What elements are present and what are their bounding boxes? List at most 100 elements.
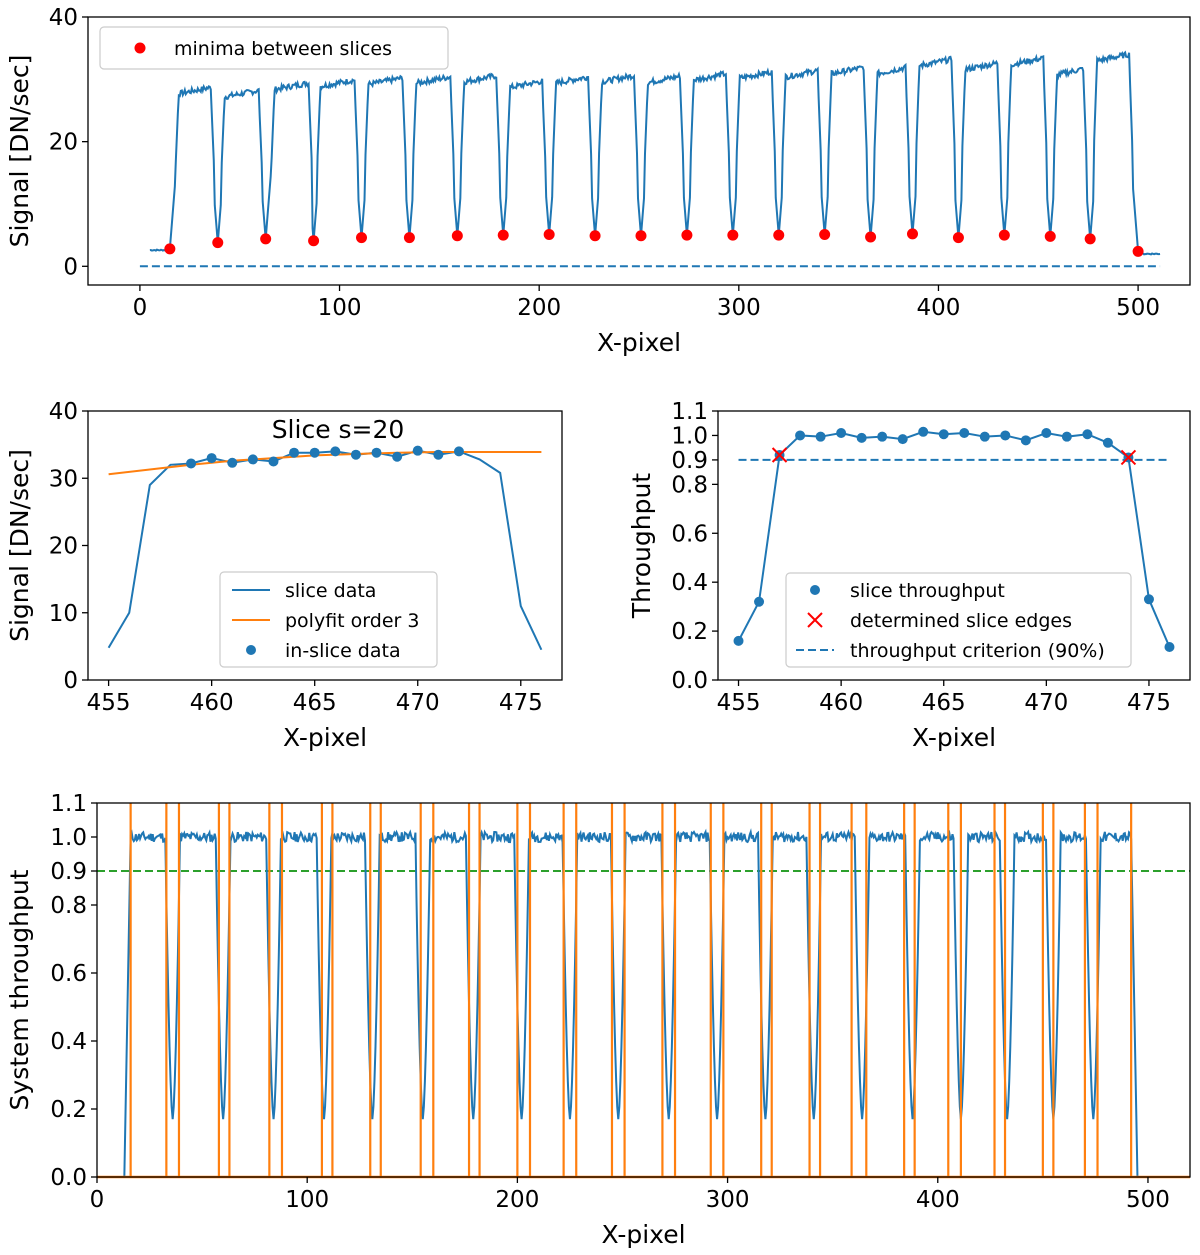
y-tick-label: 0.4 bbox=[671, 570, 708, 596]
y-axis-label: System throughput bbox=[5, 869, 34, 1110]
x-tick-label: 0 bbox=[90, 1187, 105, 1213]
legend-marker-edges bbox=[807, 612, 823, 628]
throughput-point bbox=[1000, 430, 1011, 441]
legend-label-throughput: slice throughput bbox=[850, 580, 1005, 602]
x-axis-label: X-pixel bbox=[912, 723, 996, 752]
in-slice-point bbox=[289, 447, 300, 458]
x-axis-label: X-pixel bbox=[601, 1220, 685, 1249]
minimum-point bbox=[1044, 230, 1056, 242]
y-tick-label: 0.6 bbox=[50, 961, 87, 987]
minimum-point bbox=[635, 230, 647, 242]
y-tick-label: 0.8 bbox=[671, 472, 708, 498]
x-tick-label: 100 bbox=[318, 295, 362, 321]
minimum-point bbox=[773, 229, 785, 241]
y-axis-label: Throughput bbox=[627, 473, 656, 619]
legend-frame bbox=[219, 571, 438, 668]
minimum-point bbox=[819, 229, 831, 241]
x-tick-label: 300 bbox=[706, 1187, 750, 1213]
x-tick-label: 0 bbox=[133, 295, 148, 321]
panel-system-throughput: 0 100 200 300 400 500 0.0 0.2 0.4 0.6 0.8 0.9 1.0 1.1… bbox=[5, 791, 1191, 1249]
y-tick-label: 0.4 bbox=[50, 1029, 87, 1055]
y-tick-label: 40 bbox=[49, 5, 78, 31]
minimum-point bbox=[907, 228, 919, 240]
x-tick-label: 455 bbox=[717, 690, 761, 716]
y-tick-label: 1.0 bbox=[671, 423, 708, 449]
throughput-point bbox=[1102, 437, 1113, 448]
minimum-point bbox=[164, 243, 176, 255]
y-tick-label: 1.1 bbox=[50, 791, 87, 817]
y-tick-label: 0.2 bbox=[671, 619, 708, 645]
legend-label-minima: minima between slices bbox=[174, 38, 392, 60]
legend-label-criterion: throughput criterion (90%) bbox=[850, 640, 1105, 662]
in-slice-point bbox=[453, 446, 464, 457]
panel-slice-signal: Slice s=20 455 460 465 470 475 0 10 20 30 40 X-pixe… bbox=[5, 399, 563, 752]
system-throughput-line bbox=[97, 828, 1190, 1177]
panel-top-signal: 0 100 200 300 400 500 0 20 40 X-pixel Signal [DN/s… bbox=[5, 5, 1191, 357]
in-slice-point bbox=[330, 446, 341, 457]
minimum-point bbox=[451, 230, 463, 242]
legend-marker-throughput bbox=[810, 585, 820, 595]
axes-frame bbox=[87, 16, 1191, 286]
in-slice-point bbox=[227, 457, 238, 468]
legend-frame bbox=[785, 572, 1132, 668]
legend-label-slice-data: slice data bbox=[285, 580, 376, 602]
x-tick-label: 475 bbox=[1127, 690, 1171, 716]
throughput-point bbox=[733, 635, 744, 646]
throughput-point bbox=[815, 431, 826, 442]
y-axis-label: Signal [DN/sec] bbox=[5, 55, 34, 248]
throughput-point bbox=[836, 428, 847, 439]
in-slice-point bbox=[247, 454, 258, 465]
signal-series-line bbox=[149, 50, 1161, 256]
minimum-point bbox=[681, 229, 693, 241]
axes-frame bbox=[87, 410, 563, 681]
y-tick-label: 0.0 bbox=[50, 1165, 87, 1191]
axes-frame bbox=[96, 802, 1191, 1178]
throughput-point bbox=[979, 431, 990, 442]
x-tick-label: 455 bbox=[87, 690, 131, 716]
in-slice-point bbox=[371, 447, 382, 458]
minimum-point bbox=[212, 237, 224, 249]
x-tick-label: 460 bbox=[190, 690, 234, 716]
x-tick-label: 100 bbox=[285, 1187, 329, 1213]
y-axis-label: Signal [DN/sec] bbox=[5, 449, 34, 642]
minimum-point bbox=[497, 229, 509, 241]
x-tick-label: 500 bbox=[1116, 295, 1160, 321]
x-axis-label: X-pixel bbox=[597, 328, 681, 357]
minimum-point bbox=[403, 232, 415, 244]
legend-label-polyfit: polyfit order 3 bbox=[285, 610, 419, 632]
in-slice-point bbox=[392, 451, 403, 462]
minimum-point bbox=[543, 229, 555, 241]
x-tick-label: 300 bbox=[717, 295, 761, 321]
minimum-point bbox=[865, 231, 877, 243]
in-slice-point bbox=[206, 453, 217, 464]
in-slice-point bbox=[268, 456, 279, 467]
x-tick-label: 200 bbox=[517, 295, 561, 321]
y-tick-label: 0.6 bbox=[671, 521, 708, 547]
x-tick-label: 200 bbox=[495, 1187, 539, 1213]
x-tick-label: 470 bbox=[396, 690, 440, 716]
in-slice-point bbox=[350, 449, 361, 460]
y-tick-label: 30 bbox=[49, 466, 78, 492]
minimum-point bbox=[356, 232, 368, 244]
y-tick-label: 20 bbox=[49, 130, 78, 156]
y-tick-label: 0.2 bbox=[50, 1097, 87, 1123]
throughput-point bbox=[754, 596, 765, 607]
slice-data-line bbox=[107, 449, 543, 651]
slice-edge-marker bbox=[771, 447, 788, 463]
x-tick-label: 465 bbox=[293, 690, 337, 716]
throughput-point bbox=[897, 434, 908, 445]
y-tick-label: 0 bbox=[63, 668, 78, 694]
throughput-point bbox=[795, 430, 806, 441]
minimum-point bbox=[952, 232, 964, 244]
legend-marker-in-slice bbox=[246, 645, 256, 655]
throughput-point bbox=[1041, 428, 1052, 439]
x-tick-label: 400 bbox=[916, 1187, 960, 1213]
y-tick-label: 40 bbox=[49, 399, 78, 425]
minimum-point bbox=[727, 229, 739, 241]
throughput-point bbox=[1082, 429, 1093, 440]
in-slice-point bbox=[309, 447, 320, 458]
throughput-point bbox=[1143, 594, 1154, 605]
throughput-point bbox=[1061, 431, 1072, 442]
throughput-point bbox=[938, 429, 949, 440]
